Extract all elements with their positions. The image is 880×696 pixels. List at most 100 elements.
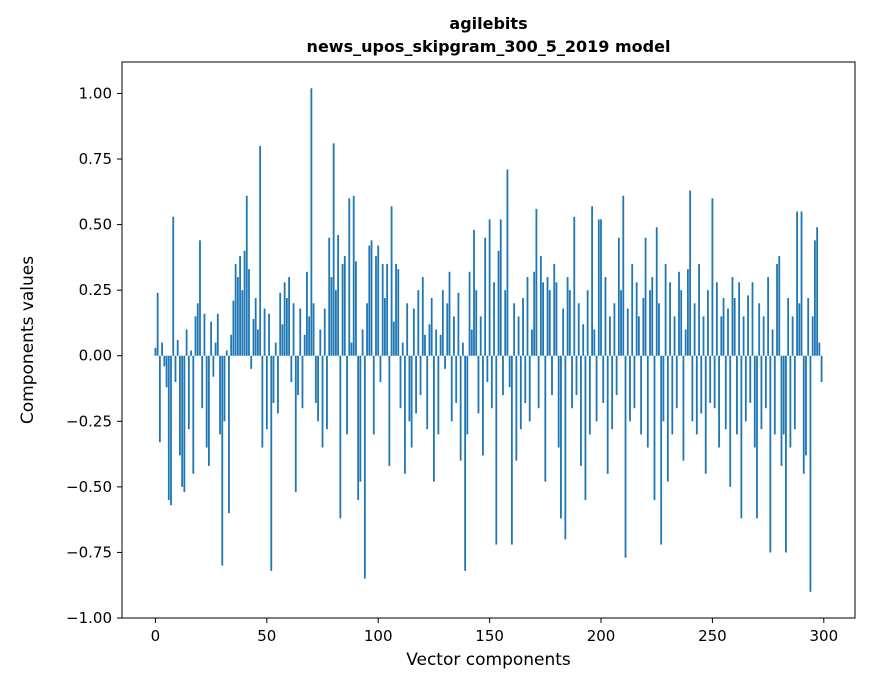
bar xyxy=(375,256,377,356)
bar xyxy=(167,355,170,500)
bar xyxy=(377,245,380,356)
bar xyxy=(600,219,602,356)
bar xyxy=(642,298,645,356)
bar xyxy=(588,355,591,435)
bar xyxy=(225,350,228,356)
bar xyxy=(379,355,382,382)
bar xyxy=(250,355,253,369)
bar xyxy=(593,329,596,356)
bar xyxy=(816,227,819,356)
bar xyxy=(502,355,504,396)
bar xyxy=(678,271,680,356)
bar xyxy=(199,240,201,356)
bar xyxy=(381,263,384,356)
bar xyxy=(740,355,743,519)
bar xyxy=(330,277,333,356)
bar xyxy=(203,313,206,356)
bar xyxy=(245,195,248,356)
bar xyxy=(658,303,660,356)
bar xyxy=(644,237,647,356)
bar xyxy=(769,355,772,553)
bar xyxy=(303,334,306,356)
bar xyxy=(412,308,415,356)
bar xyxy=(499,219,502,356)
y-tick-label: −1.00 xyxy=(66,609,112,627)
bar xyxy=(635,282,638,356)
bar xyxy=(290,355,293,382)
bar xyxy=(346,355,348,435)
bar xyxy=(404,355,406,474)
bar xyxy=(533,271,536,356)
bar xyxy=(736,355,738,435)
bar xyxy=(517,316,520,356)
bar xyxy=(526,277,529,356)
bar xyxy=(350,342,353,356)
bar xyxy=(292,303,295,356)
bar xyxy=(564,355,567,540)
bar xyxy=(192,355,195,474)
bar xyxy=(161,342,163,356)
bar xyxy=(800,211,803,356)
bar xyxy=(785,355,787,553)
bar xyxy=(653,355,656,500)
bar xyxy=(453,316,455,356)
bar xyxy=(508,355,511,388)
bar xyxy=(263,308,266,356)
bar xyxy=(455,355,458,403)
x-tick-label: 150 xyxy=(475,627,504,645)
bar xyxy=(689,190,692,356)
bar xyxy=(551,355,553,396)
bar xyxy=(475,290,478,356)
bar xyxy=(506,169,509,356)
bar xyxy=(675,355,678,409)
bar xyxy=(326,355,328,430)
bar xyxy=(488,219,491,356)
bar xyxy=(695,355,698,435)
bar xyxy=(308,316,311,356)
bar xyxy=(758,303,761,356)
bar xyxy=(820,355,823,382)
bar xyxy=(408,355,411,422)
bar xyxy=(756,355,758,519)
bar xyxy=(176,340,179,356)
bar xyxy=(620,290,622,356)
bar xyxy=(370,240,373,356)
bar xyxy=(613,303,616,356)
bar xyxy=(388,355,391,466)
bar xyxy=(742,316,745,356)
bar xyxy=(444,355,446,369)
bar xyxy=(727,308,729,356)
bar xyxy=(216,313,219,356)
bar xyxy=(611,355,614,430)
bar xyxy=(764,355,767,409)
bar xyxy=(190,350,192,356)
bar xyxy=(751,282,754,356)
bar xyxy=(747,295,749,356)
bar xyxy=(248,269,250,356)
y-tick-label: −0.75 xyxy=(66,543,112,561)
bar xyxy=(165,355,168,388)
bar xyxy=(254,298,257,356)
bar xyxy=(482,355,484,456)
bar xyxy=(651,277,654,356)
bar xyxy=(421,277,424,356)
bar xyxy=(221,355,224,566)
chart-title: agilebits news_upos_skipgram_300_5_2019 … xyxy=(122,12,855,58)
bar xyxy=(328,237,331,356)
bar xyxy=(210,321,213,356)
bar xyxy=(773,355,776,435)
bar xyxy=(317,355,319,422)
bar xyxy=(450,355,453,422)
bar xyxy=(805,355,807,456)
x-axis-label: Vector components xyxy=(406,650,571,670)
bar xyxy=(767,277,770,356)
bar xyxy=(802,355,805,474)
bar xyxy=(230,334,233,356)
bar xyxy=(560,355,562,519)
bar xyxy=(265,355,268,430)
bar xyxy=(655,227,658,356)
bar xyxy=(343,256,346,356)
bar xyxy=(464,355,467,571)
bar xyxy=(395,263,397,356)
bar xyxy=(724,355,727,430)
